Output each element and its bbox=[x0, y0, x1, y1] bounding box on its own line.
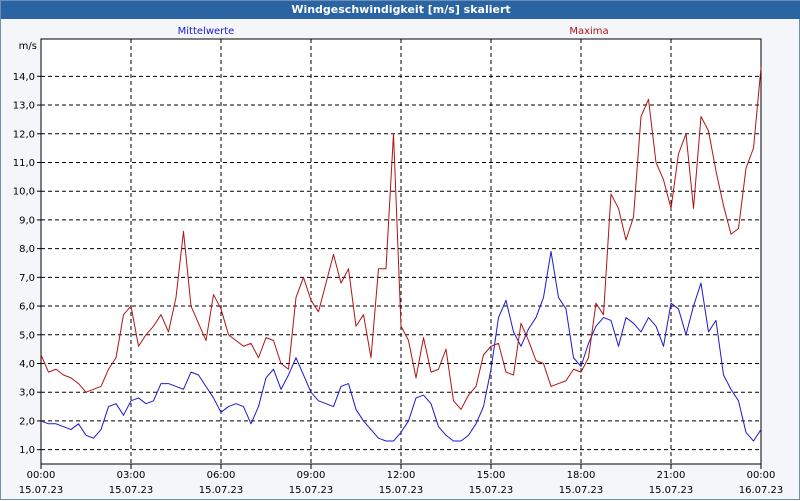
x-tick-time: 03:00 bbox=[117, 470, 146, 481]
x-tick-date: 15.07.23 bbox=[559, 485, 604, 496]
x-tick-time: 09:00 bbox=[297, 470, 326, 481]
legend-maxima: Maxima bbox=[569, 26, 608, 37]
y-tick-label: 2,0 bbox=[19, 416, 35, 427]
y-tick-label: 14,0 bbox=[13, 72, 35, 83]
x-tick-time: 18:00 bbox=[567, 470, 596, 481]
window-title: Windgeschwindigkeit [m/s] skaliert bbox=[1, 1, 800, 19]
y-tick-label: 5,0 bbox=[19, 330, 35, 341]
y-tick-label: 9,0 bbox=[19, 215, 35, 226]
y-tick-label: 6,0 bbox=[19, 302, 35, 313]
x-tick-date: 15.07.23 bbox=[469, 485, 514, 496]
x-tick-date: 15.07.23 bbox=[649, 485, 694, 496]
x-tick-time: 06:00 bbox=[207, 470, 236, 481]
x-tick-date: 15.07.23 bbox=[199, 485, 244, 496]
x-tick-time: 12:00 bbox=[387, 470, 416, 481]
axis-labels: 1,0 2,0 3,0 4,0 5,0 6,0 7,0 8,0 9,0 10,0 11,0 12,0 1… bbox=[13, 26, 784, 496]
y-tick-label: 4,0 bbox=[19, 359, 35, 370]
x-tick-date: 15.07.23 bbox=[19, 485, 64, 496]
x-tick-date: 15.07.23 bbox=[109, 485, 154, 496]
y-tick-label: 7,0 bbox=[19, 273, 35, 284]
y-tick-label: 3,0 bbox=[19, 388, 35, 399]
y-tick-label: 8,0 bbox=[19, 244, 35, 255]
x-tick-time: 00:00 bbox=[27, 470, 56, 481]
x-tick-time: 21:00 bbox=[657, 470, 686, 481]
x-tick-time: 15:00 bbox=[477, 470, 506, 481]
y-tick-label: 10,0 bbox=[13, 187, 35, 198]
x-tick-date: 16.07.23 bbox=[739, 485, 784, 496]
series-lines bbox=[40, 67, 762, 442]
y-tick-label: 12,0 bbox=[13, 129, 35, 140]
x-tick-date: 15.07.23 bbox=[379, 485, 424, 496]
series-line-mittelwerte bbox=[40, 251, 762, 442]
y-tick-label: 13,0 bbox=[13, 101, 35, 112]
series-line-maxima bbox=[40, 67, 762, 410]
legend-mittelwerte: Mittelwerte bbox=[178, 26, 235, 37]
x-tick-time: 00:00 bbox=[747, 470, 776, 481]
plot-border bbox=[40, 38, 762, 465]
axes bbox=[37, 38, 762, 469]
grid bbox=[41, 39, 761, 464]
y-axis-label: m/s bbox=[19, 41, 37, 52]
x-tick-date: 15.07.23 bbox=[289, 485, 334, 496]
y-tick-label: 1,0 bbox=[19, 445, 35, 456]
y-tick-label: 11,0 bbox=[13, 158, 35, 169]
